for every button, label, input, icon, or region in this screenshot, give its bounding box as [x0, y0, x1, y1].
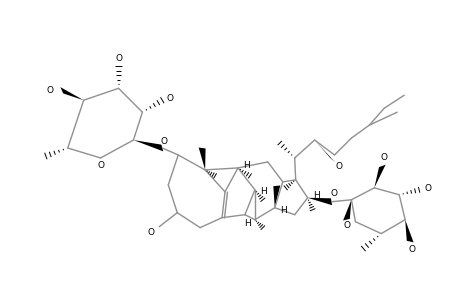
- Polygon shape: [133, 140, 163, 152]
- Polygon shape: [374, 165, 385, 188]
- Text: H: H: [244, 219, 250, 228]
- Text: H: H: [259, 187, 266, 196]
- Text: O: O: [147, 228, 155, 237]
- Text: O: O: [343, 221, 350, 230]
- Text: O: O: [424, 184, 431, 193]
- Text: O: O: [380, 154, 387, 163]
- Text: H: H: [313, 191, 319, 200]
- Text: O: O: [335, 162, 342, 171]
- Text: O: O: [115, 54, 122, 63]
- Polygon shape: [60, 87, 84, 100]
- Text: H: H: [279, 206, 286, 215]
- Text: O: O: [408, 245, 415, 254]
- Text: O: O: [161, 136, 168, 146]
- Text: O: O: [329, 189, 336, 198]
- Text: O: O: [46, 86, 53, 95]
- Text: O: O: [97, 161, 104, 170]
- Polygon shape: [307, 198, 331, 205]
- Text: O: O: [167, 94, 174, 103]
- Polygon shape: [273, 185, 280, 208]
- Text: H: H: [242, 161, 249, 170]
- Polygon shape: [198, 148, 205, 170]
- Polygon shape: [342, 200, 351, 220]
- Polygon shape: [314, 140, 335, 162]
- Polygon shape: [404, 220, 413, 242]
